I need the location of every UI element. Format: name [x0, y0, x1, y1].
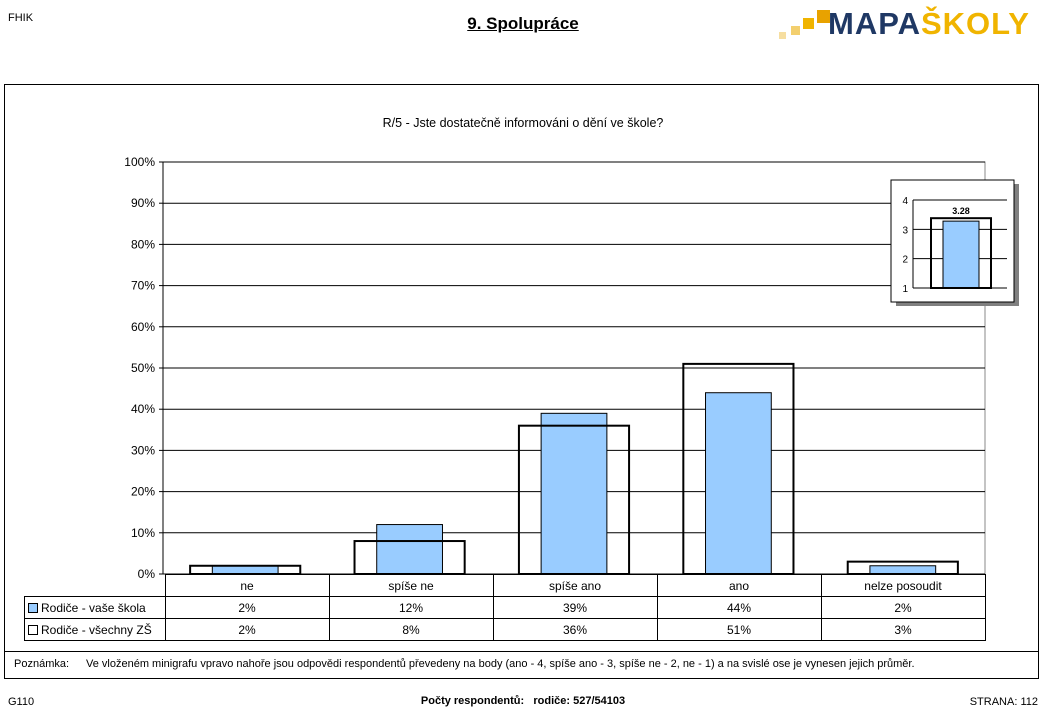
note-text: Ve vloženém minigrafu vpravo nahoře jsou… — [86, 658, 915, 670]
bar-school — [211, 565, 279, 575]
y-tick-label: 50% — [131, 361, 155, 375]
category-label: spíše ano — [492, 574, 658, 597]
mapa-skoly-logo: MAPAŠKOLY — [776, 6, 1032, 42]
bar-school — [376, 524, 443, 575]
y-tick-label: 90% — [131, 196, 155, 210]
category-label: nelze posoudit — [820, 574, 986, 597]
inset-y-tick-label: 2 — [902, 255, 908, 266]
table-row: Rodiče - vaše škola 2% 12% 39% 44% 2% — [24, 596, 986, 619]
table-header-row: ne spíše ne spíše ano ano nelze posoudit — [24, 574, 986, 597]
inset-y-tick-label: 4 — [902, 196, 908, 207]
bar-school — [705, 392, 772, 575]
note: Poznámka: Ve vloženém minigrafu vpravo na… — [14, 658, 915, 670]
table-cell: 51% — [656, 618, 822, 641]
table-cell: 39% — [492, 596, 658, 619]
legend-entry-all: Rodiče - všechny ZŠ — [24, 618, 166, 641]
bar-all-schools — [353, 540, 466, 575]
respondents-value: rodiče: 527/54103 — [533, 695, 626, 707]
table-row: Rodiče - všechny ZŠ 2% 8% 36% 51% 3% — [24, 618, 986, 641]
chart-frame — [4, 84, 1039, 679]
note-label: Poznámka: — [14, 658, 70, 670]
logo-squares-icon — [779, 10, 830, 39]
bar-school — [540, 412, 608, 575]
legend-entry-school: Rodiče - vaše škola — [24, 596, 166, 619]
page-title: 9. Spolupráce — [467, 14, 579, 33]
data-table: ne spíše ne spíše ano ano nelze posoudit… — [24, 574, 986, 641]
page-code: FHIK — [8, 12, 34, 24]
inset-bar-all-schools — [930, 217, 992, 289]
y-tick-label: 30% — [131, 443, 155, 457]
y-tick-label: 60% — [131, 320, 155, 334]
logo-text: MAPAŠKOLY — [828, 6, 1030, 41]
series-name: Rodiče - všechny ZŠ — [41, 622, 152, 637]
category-label: ano — [656, 574, 822, 597]
y-tick-label: 20% — [131, 485, 155, 499]
inset-value-label: 3.28 — [952, 206, 970, 216]
legend-swatch-outline — [28, 624, 38, 635]
page-number: STRANA: 112 — [969, 696, 1038, 708]
respondents-info: Počty respondentů: rodiče: 527/54103 — [0, 695, 1046, 707]
table-cell: 2% — [164, 596, 330, 619]
table-cell: 2% — [820, 596, 986, 619]
inset-bar-school — [942, 220, 980, 289]
footer-code: G110 — [8, 696, 35, 708]
bar-school — [869, 565, 937, 575]
series-name: Rodiče - vaše škola — [41, 600, 146, 615]
category-label: spíše ne — [328, 574, 494, 597]
category-label: ne — [164, 574, 330, 597]
y-tick-label: 40% — [131, 402, 155, 416]
note-divider — [4, 651, 1039, 652]
table-cell: 12% — [328, 596, 494, 619]
respondents-label: Počty respondentů: — [420, 695, 525, 707]
table-cell: 2% — [164, 618, 330, 641]
inset-y-tick-label: 1 — [902, 284, 908, 295]
y-tick-label: 80% — [131, 237, 155, 251]
y-tick-label: 10% — [131, 526, 155, 540]
chart-title: R/5 - Jste dostatečně informováni o dění… — [382, 116, 664, 130]
inset-y-tick-label: 3 — [902, 225, 908, 236]
legend-swatch-filled — [28, 602, 38, 613]
table-cell: 3% — [820, 618, 986, 641]
table-cell: 8% — [328, 618, 494, 641]
y-tick-label: 70% — [131, 279, 155, 293]
y-tick-label: 100% — [124, 155, 155, 169]
table-cell: 44% — [656, 596, 822, 619]
table-cell: 36% — [492, 618, 658, 641]
